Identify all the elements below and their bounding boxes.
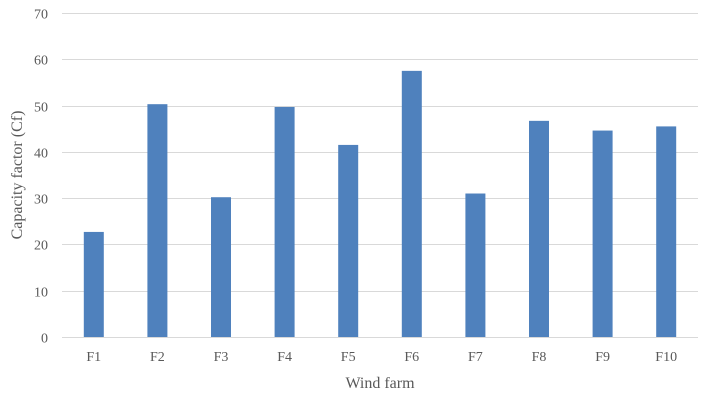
x-tick-label: F2 bbox=[150, 350, 165, 365]
x-tick-label: F4 bbox=[277, 350, 292, 365]
bar-f6 bbox=[401, 70, 422, 337]
x-tick-label: F6 bbox=[404, 350, 419, 365]
y-tick-label: 0 bbox=[41, 332, 48, 347]
x-tick-label: F7 bbox=[468, 350, 483, 365]
y-tick-label: 10 bbox=[34, 286, 48, 301]
y-tick-label: 70 bbox=[34, 8, 48, 23]
y-tick-label: 30 bbox=[34, 193, 48, 208]
gridlines bbox=[62, 13, 698, 338]
y-tick-label: 40 bbox=[34, 147, 48, 162]
bars bbox=[83, 70, 677, 338]
bar-f4 bbox=[274, 106, 295, 338]
bar-f5 bbox=[338, 144, 359, 337]
bar-f9 bbox=[592, 130, 613, 337]
x-tick-label: F8 bbox=[532, 350, 547, 365]
bar-f2 bbox=[147, 104, 168, 337]
x-axis-tick-labels: F1 F2 F3 F4 F5 F6 F7 F8 F9 F10 bbox=[86, 350, 677, 365]
bar-f1 bbox=[83, 231, 104, 337]
x-tick-label: F10 bbox=[655, 350, 677, 365]
x-tick-label: F1 bbox=[86, 350, 101, 365]
y-tick-label: 20 bbox=[34, 239, 48, 254]
bar-f3 bbox=[211, 197, 231, 337]
bar-f10 bbox=[656, 126, 677, 338]
x-axis-title: Wind farm bbox=[345, 375, 415, 392]
x-tick-label: F3 bbox=[214, 350, 229, 365]
x-tick-label: F5 bbox=[341, 350, 356, 365]
y-tick-label: 50 bbox=[34, 101, 48, 116]
y-axis-title: Capacity factor (Cf) bbox=[9, 111, 26, 240]
y-axis-tick-labels: 0 10 20 30 40 50 60 70 bbox=[34, 8, 48, 347]
bar-f8 bbox=[529, 120, 549, 338]
bar-f7 bbox=[465, 193, 486, 337]
x-tick-label: F9 bbox=[595, 350, 610, 365]
y-tick-label: 60 bbox=[34, 54, 48, 69]
